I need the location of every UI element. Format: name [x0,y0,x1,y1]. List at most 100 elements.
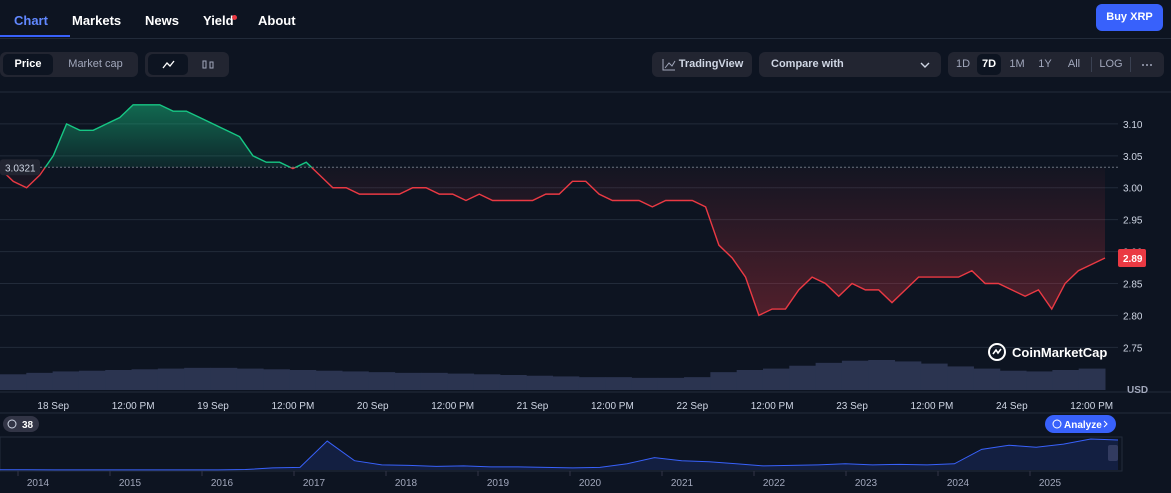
navigator-handle[interactable] [1108,445,1118,461]
chart-type-group [145,52,229,77]
tab[interactable]: Chart [14,13,48,28]
volume-bar [26,372,54,390]
candle-icon [202,60,214,69]
volume-bar [473,374,501,390]
navigator-year: 2019 [487,478,510,489]
navigator-year: 2016 [211,478,234,489]
x-tick-label: 12:00 PM [751,401,794,412]
line-type[interactable] [148,54,188,75]
volume-bar [342,371,369,390]
x-tick-label: 21 Sep [517,401,549,412]
x-tick-label: 20 Sep [357,401,389,412]
volume-bar [552,376,580,390]
top-nav: Chart Markets News Yield About Buy XRP [0,0,1171,39]
navigator-area [0,439,1118,470]
volume-bar [289,370,317,390]
volume-bar [999,370,1027,390]
separator [1130,57,1131,72]
volume-bar [815,362,843,390]
buy-button[interactable]: Buy XRP [1096,4,1163,31]
y-unit: USD [1127,385,1148,396]
volume-bar [920,363,948,390]
x-tick-label: 12:00 PM [1070,401,1113,412]
volume-bar [263,369,290,390]
navigator-year: 2022 [763,478,786,489]
navigator-year: 2014 [27,478,50,489]
volume-bar [0,374,27,390]
y-tick-label: 2.85 [1123,279,1143,290]
candle-type[interactable] [190,54,226,75]
volume-bar [841,360,869,390]
range[interactable]: 1D [955,58,971,70]
range-group: 1D 7D 1M 1Y All LOG [948,52,1164,77]
x-tick-label: 12:00 PM [591,401,634,412]
navigator-year: 2021 [671,478,694,489]
toggle-group: Price Market cap [0,52,138,77]
range[interactable]: LOG [1099,58,1123,70]
tradingview-group: TradingView [652,52,752,77]
x-tick-label: 24 Sep [996,401,1028,412]
range[interactable]: 1M [1009,58,1025,70]
line-icon [162,60,175,69]
navigator-year: 2018 [395,478,418,489]
y-tick-label: 3.10 [1123,120,1143,131]
new-dot [232,15,237,20]
tab[interactable]: About [258,13,296,28]
price-area [0,104,1105,316]
badge-count: 38 [22,420,34,431]
navigator-year: 2023 [855,478,878,489]
range[interactable]: 7D [977,54,1001,75]
volume-bar [1026,371,1053,390]
tv-icon [662,59,676,71]
volume-bar [1052,370,1080,390]
dots-icon [1142,64,1152,66]
x-tick-label: 22 Sep [676,401,708,412]
volume-bar [762,368,790,390]
volume-bar [1078,368,1106,390]
navigator-line [0,438,1119,471]
volume-bar [868,360,896,390]
volume-bar [526,375,553,390]
navigator-frame [0,436,1123,472]
range[interactable]: 1Y [1038,58,1052,70]
tab[interactable]: Yield [203,13,234,28]
navigator-year: 2024 [947,478,970,489]
volume-bar [578,377,606,390]
x-tick-label: 12:00 PM [112,401,155,412]
volume-bar [736,370,764,390]
volume-bar [236,368,264,390]
volume-bar [210,367,238,390]
watermark: CoinMarketCap [988,343,1107,361]
tab[interactable]: Markets [72,13,122,28]
volume-bar [368,372,396,390]
volume-bar [789,365,817,390]
y-tick-label: 2.80 [1123,311,1143,322]
more-button[interactable] [1134,54,1160,75]
range[interactable]: All [1067,58,1081,70]
toggle[interactable]: Market cap [68,58,123,70]
tradingview-button[interactable]: TradingView [678,58,744,70]
y-tick-label: 2.75 [1123,343,1143,354]
volume-bar [499,375,527,390]
volume-bar [184,367,211,390]
y-tick-label: 3.05 [1123,152,1143,163]
tab-underline [0,35,70,37]
navigator-year: 2020 [579,478,602,489]
compare-label: Compare with [771,58,844,70]
analyze-button[interactable]: Analyze [1045,415,1116,433]
price-line [0,104,1106,317]
x-tick-label: 23 Sep [836,401,868,412]
badge[interactable]: 38 [3,416,39,432]
compare-select[interactable]: Compare with [759,52,941,77]
last-price-label: 2.89 [1123,254,1143,265]
toggle[interactable]: Price [3,54,53,75]
tab[interactable]: News [145,13,179,28]
last-price-tag [1118,248,1146,267]
navigator-year: 2025 [1039,478,1062,489]
reference-label: 3.0321 [5,163,36,174]
navigator-year: 2015 [119,478,142,489]
navigator-year: 2017 [303,478,326,489]
x-tick-label: 19 Sep [197,401,229,412]
volume-bar [105,370,133,390]
